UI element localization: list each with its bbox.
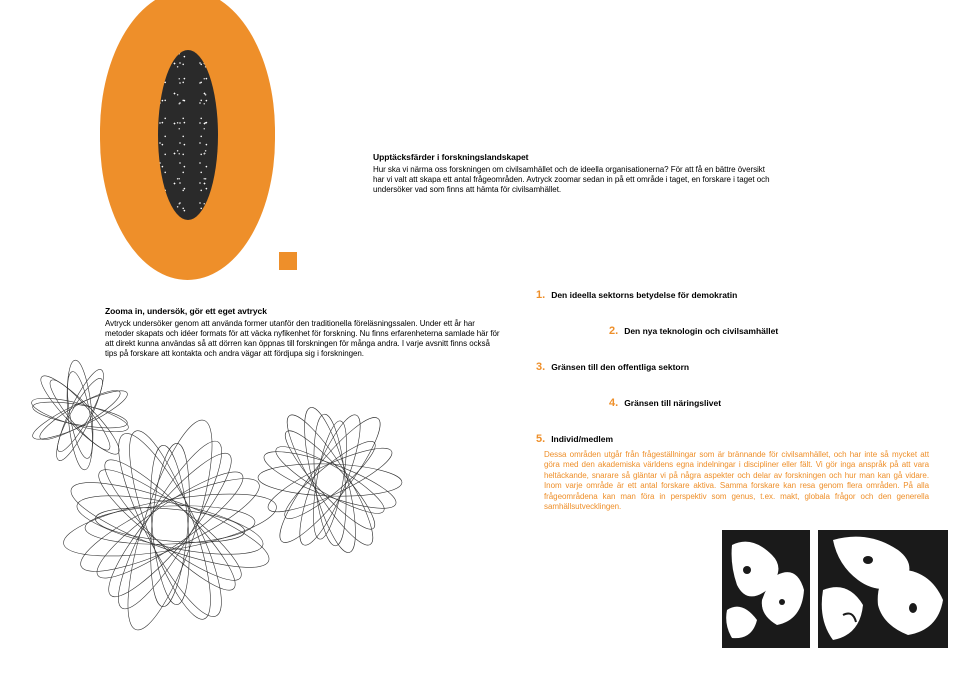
bw-image-2 <box>818 530 948 648</box>
list-item-5: 5. Individ/medlem <box>536 433 613 445</box>
list-num-1: 1. <box>536 289 545 301</box>
hero-zero-period <box>279 252 297 270</box>
bw-image-1 <box>722 530 810 648</box>
zooma-body: Avtryck undersöker genom att använda for… <box>105 319 502 359</box>
intro-block: Upptäcksfärder i forskningslandskapet Hu… <box>373 152 773 195</box>
intro-body: Hur ska vi närma oss forskningen om civi… <box>373 165 773 195</box>
footnote-text: Dessa områden utgår från frågeställninga… <box>544 450 929 512</box>
list-label-1: Den ideella sektorns betydelse för demok… <box>551 290 737 300</box>
list-item-1: 1. Den ideella sektorns betydelse för dem… <box>536 289 737 301</box>
list-label-2: Den nya teknologin och civilsamhället <box>624 326 778 336</box>
list-num-5: 5. <box>536 433 545 445</box>
list-item-2: 2. Den nya teknologin och civilsamhället <box>609 325 778 337</box>
hero-zero-shape <box>100 0 275 280</box>
list-item-3: 3. Gränsen till den offentliga sektorn <box>536 361 689 373</box>
zooma-block: Zooma in, undersök, gör ett eget avtryck… <box>105 306 502 359</box>
list-item-4: 4. Gränsen till näringslivet <box>609 397 721 409</box>
list-num-3: 3. <box>536 361 545 373</box>
list-label-4: Gränsen till näringslivet <box>624 398 721 408</box>
zooma-title: Zooma in, undersök, gör ett eget avtryck <box>105 306 502 317</box>
scribble-art <box>0 355 520 685</box>
list-label-3: Gränsen till den offentliga sektorn <box>551 362 689 372</box>
list-label-5: Individ/medlem <box>551 434 613 444</box>
intro-title: Upptäcksfärder i forskningslandskapet <box>373 152 773 163</box>
list-num-4: 4. <box>609 397 618 409</box>
list-num-2: 2. <box>609 325 618 337</box>
